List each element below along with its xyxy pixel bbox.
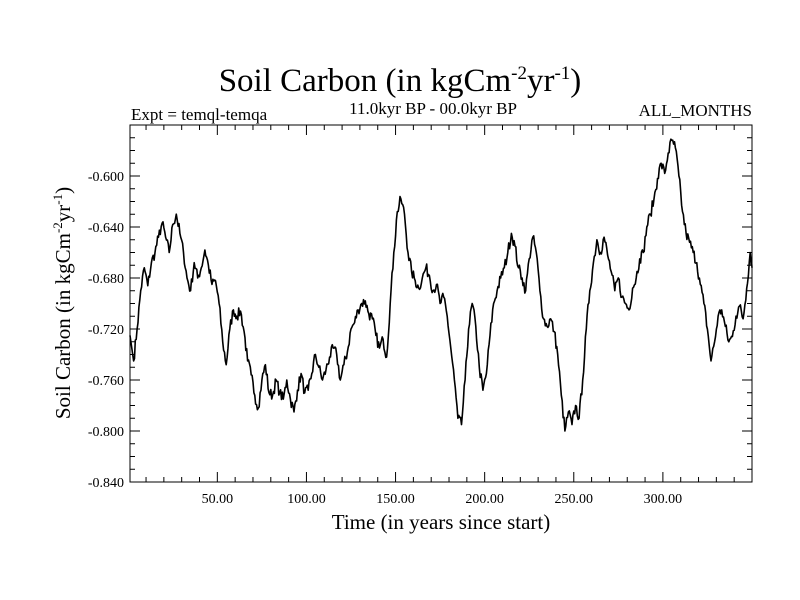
ylabel-text-mid: yr	[51, 205, 75, 223]
x-tick-label: 200.00	[465, 492, 504, 507]
x-tick-label: 150.00	[376, 492, 415, 507]
x-tick-label: 100.00	[287, 492, 326, 507]
x-axis-label: Time (in years since start)	[332, 510, 551, 534]
y-tick-label: -0.720	[88, 323, 124, 338]
chart-title: Soil Carbon (in kgCm-2yr-1)	[219, 63, 582, 99]
subtitle-center: 11.0kyr BP - 00.0kyr BP	[349, 99, 517, 118]
y-tick-label: -0.640	[88, 221, 124, 236]
y-tick-label: -0.680	[88, 272, 124, 287]
title-sup-2: -1	[554, 63, 570, 84]
ylabel-sup-2: -1	[50, 194, 65, 205]
ylabel-text: Soil Carbon (in kgCm	[51, 233, 75, 419]
title-sup-1: -2	[511, 63, 527, 84]
tick-labels: 50.00 100.00 150.00 200.00 250.00 300.00 -0.60…	[88, 170, 682, 507]
tick-marks	[130, 124, 752, 483]
title-text-end: )	[570, 63, 581, 99]
title-text-mid: yr	[527, 63, 555, 99]
y-tick-label: -0.840	[88, 476, 124, 491]
x-tick-label: 300.00	[644, 492, 683, 507]
subtitle-left: Expt = temql-temqa	[131, 105, 268, 124]
series-line-temql-temqa	[129, 138, 753, 432]
subtitle-right: ALL_MONTHS	[639, 101, 752, 120]
y-axis-label: Soil Carbon (in kgCm-2yr-1)	[50, 187, 75, 419]
y-tick-label: -0.800	[88, 425, 124, 440]
y-tick-label: -0.600	[88, 170, 124, 185]
x-tick-label: 50.00	[202, 492, 234, 507]
x-tick-label: 250.00	[555, 492, 594, 507]
ylabel-text-end: )	[51, 187, 75, 194]
ylabel-sup-1: -2	[50, 222, 65, 233]
title-text: Soil Carbon (in kgCm	[219, 63, 512, 99]
y-tick-label: -0.760	[88, 374, 124, 389]
